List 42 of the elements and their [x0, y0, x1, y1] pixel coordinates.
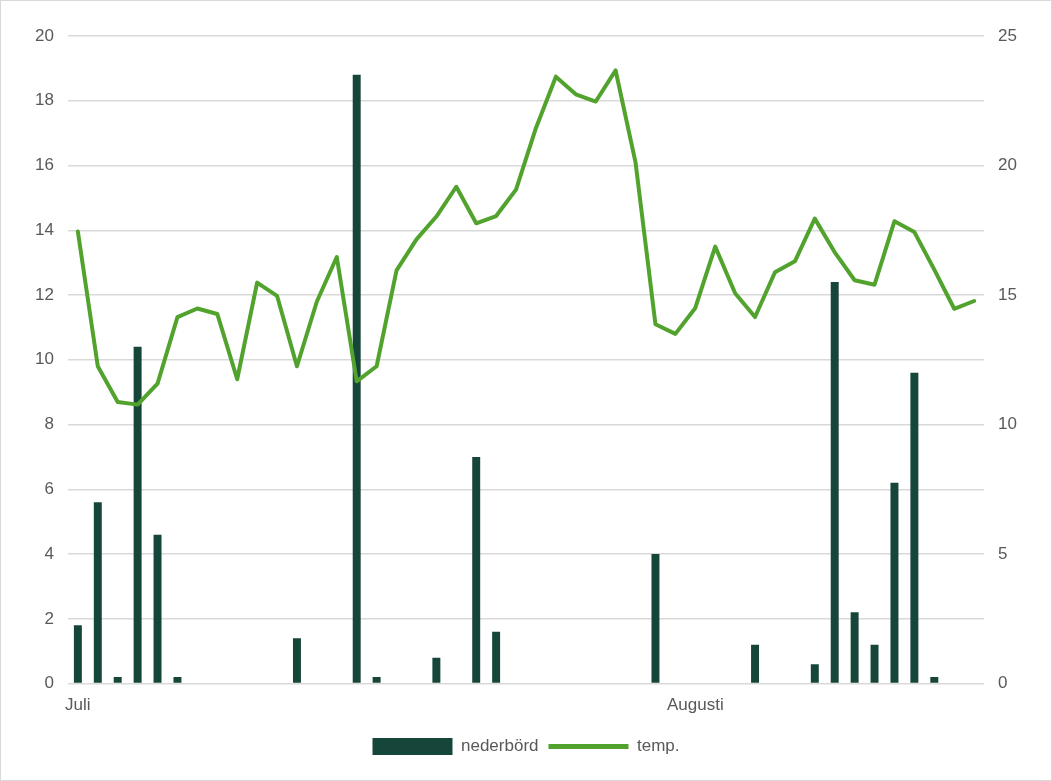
- y2-tick-label: 20: [998, 155, 1018, 175]
- bar: [73, 625, 82, 683]
- bar: [153, 534, 162, 683]
- bar: [292, 638, 301, 683]
- bar: [870, 644, 879, 683]
- bar: [472, 456, 481, 683]
- x-tick-label: Juli: [65, 695, 91, 715]
- bar: [810, 664, 819, 683]
- y-tick-label: 2: [44, 608, 54, 628]
- bar: [890, 482, 899, 683]
- y-tick-label: 20: [34, 25, 54, 45]
- bar: [352, 74, 361, 683]
- y-tick-label: 8: [44, 414, 54, 434]
- bar: [651, 554, 660, 683]
- bar: [432, 657, 441, 683]
- bar: [830, 282, 839, 683]
- x-tick-label: Augusti: [666, 695, 724, 715]
- bar: [372, 677, 381, 683]
- y2-tick-label: 0: [998, 673, 1008, 693]
- y-tick-label: 4: [44, 543, 54, 563]
- y-tick-label: 10: [34, 349, 54, 369]
- legend-label: nederbörd: [460, 736, 539, 756]
- bar: [850, 612, 859, 683]
- y2-tick-label: 10: [998, 414, 1018, 434]
- bar: [910, 372, 919, 683]
- bar: [173, 677, 182, 683]
- y2-tick-label: 25: [998, 25, 1018, 45]
- y-tick-label: 18: [34, 90, 54, 110]
- y2-tick-label: 5: [998, 543, 1008, 563]
- y-tick-label: 0: [44, 673, 54, 693]
- y-tick-label: 6: [44, 479, 54, 499]
- bar: [492, 631, 501, 683]
- y-tick-label: 14: [34, 219, 54, 239]
- y2-tick-label: 15: [998, 284, 1018, 304]
- y-tick-label: 12: [34, 284, 54, 304]
- legend-label: temp.: [636, 736, 680, 756]
- bar: [93, 502, 102, 683]
- bar: [930, 677, 939, 683]
- bar: [133, 346, 142, 683]
- bar: [751, 644, 760, 683]
- bar: [113, 677, 122, 683]
- y-tick-label: 16: [34, 155, 54, 175]
